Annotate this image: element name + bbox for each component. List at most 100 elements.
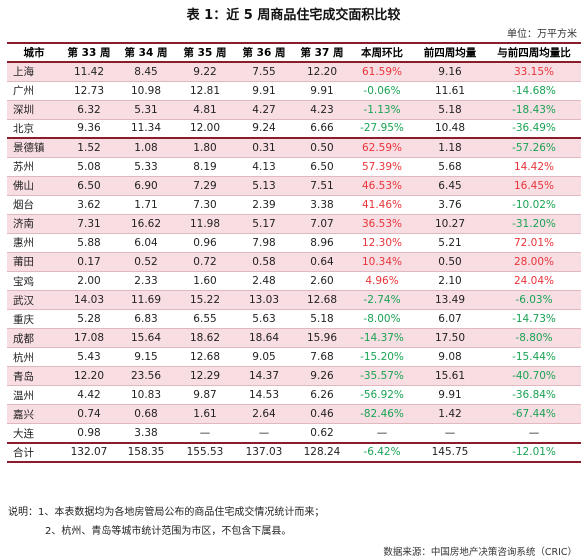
value-cell: 7.31 bbox=[61, 214, 117, 234]
value-cell: 6.50 bbox=[293, 157, 351, 177]
value-cell: 9.26 bbox=[293, 366, 351, 387]
value-cell: 13.49 bbox=[413, 290, 487, 311]
value-cell: 9.22 bbox=[175, 62, 235, 82]
header-row: 城市 第 33 周 第 34 周 第 35 周 第 36 周 第 37 周 本周… bbox=[7, 42, 581, 63]
notes: 说明：1、本表数据均为各地房管局公布的商品住宅成交情况统计而来； 2、杭州、青岛… bbox=[8, 503, 324, 541]
mom-cell: -2.74% bbox=[351, 290, 413, 311]
value-cell: 9.91 bbox=[235, 81, 293, 101]
value-cell: 12.20 bbox=[293, 62, 351, 82]
value-cell: 2.48 bbox=[235, 271, 293, 292]
city-cell: 宝鸡 bbox=[7, 271, 61, 292]
mom-cell: -1.13% bbox=[351, 100, 413, 120]
mom-cell: -15.20% bbox=[351, 347, 413, 368]
value-cell: 18.62 bbox=[175, 328, 235, 349]
mom-cell: 46.53% bbox=[351, 176, 413, 196]
mom-cell: 4.96% bbox=[351, 271, 413, 292]
value-cell: 7.55 bbox=[235, 62, 293, 82]
value-cell: 4.27 bbox=[235, 100, 293, 120]
table-row: 北京 9.36 11.34 12.00 9.24 6.66 -27.95% 10.48 -36.… bbox=[7, 119, 581, 139]
value-cell: 15.96 bbox=[293, 328, 351, 349]
value-cell: 3.38 bbox=[117, 423, 175, 444]
value-cell: 17.50 bbox=[413, 328, 487, 349]
value-cell: 12.73 bbox=[61, 81, 117, 101]
value-cell: 16.62 bbox=[117, 214, 175, 234]
value-cell: 8.45 bbox=[117, 62, 175, 82]
col-header: 第 36 周 bbox=[235, 42, 293, 63]
vs-avg-cell: 24.04% bbox=[487, 271, 581, 292]
value-cell: — bbox=[175, 423, 235, 444]
col-header: 第 33 周 bbox=[61, 42, 117, 63]
value-cell: 6.66 bbox=[293, 119, 351, 139]
vs-avg-cell: -36.84% bbox=[487, 385, 581, 406]
vs-avg-cell: -36.49% bbox=[487, 119, 581, 139]
value-cell: 23.56 bbox=[117, 366, 175, 387]
value-cell: 1.18 bbox=[413, 137, 487, 158]
vs-avg-cell: -12.01% bbox=[487, 441, 581, 463]
value-cell: 158.35 bbox=[117, 441, 175, 463]
value-cell: 5.08 bbox=[61, 157, 117, 177]
value-cell: 7.29 bbox=[175, 176, 235, 196]
value-cell: 4.13 bbox=[235, 157, 293, 177]
col-header: 与前四周均量比 bbox=[487, 42, 581, 63]
value-cell: 0.58 bbox=[235, 252, 293, 273]
value-cell: 7.98 bbox=[235, 233, 293, 253]
mom-cell: -14.37% bbox=[351, 328, 413, 349]
value-cell: 14.37 bbox=[235, 366, 293, 387]
value-cell: — bbox=[235, 423, 293, 444]
value-cell: 5.31 bbox=[117, 100, 175, 120]
value-cell: 12.68 bbox=[175, 347, 235, 368]
value-cell: 12.81 bbox=[175, 81, 235, 101]
value-cell: 11.61 bbox=[413, 81, 487, 101]
city-cell: 深圳 bbox=[7, 100, 61, 120]
value-cell: 10.27 bbox=[413, 214, 487, 234]
value-cell: 1.08 bbox=[117, 137, 175, 158]
col-header: 第 37 周 bbox=[293, 42, 351, 63]
value-cell: 12.68 bbox=[293, 290, 351, 311]
col-header: 前四周均量 bbox=[413, 42, 487, 63]
mom-cell: 36.53% bbox=[351, 214, 413, 234]
table-body: 上海 11.42 8.45 9.22 7.55 12.20 61.59% 9.16 33.15%… bbox=[7, 62, 581, 463]
table-row: 温州 4.42 10.83 9.87 14.53 6.26 -56.92% 9.91 -36.8… bbox=[7, 385, 581, 406]
table-row: 深圳 6.32 5.31 4.81 4.27 4.23 -1.13% 5.18 -18.43% bbox=[7, 100, 581, 120]
col-header: 第 34 周 bbox=[117, 42, 175, 63]
vs-avg-cell: 14.42% bbox=[487, 157, 581, 177]
value-cell: 1.80 bbox=[175, 137, 235, 158]
table-row: 嘉兴 0.74 0.68 1.61 2.64 0.46 -82.46% 1.42 -67.44% bbox=[7, 404, 581, 425]
mom-cell: 10.34% bbox=[351, 252, 413, 273]
data-table: 城市 第 33 周 第 34 周 第 35 周 第 36 周 第 37 周 本周… bbox=[7, 42, 581, 463]
value-cell: 2.00 bbox=[61, 271, 117, 292]
mom-cell: 62.59% bbox=[351, 137, 413, 158]
source-label: 数据来源：中国房地产决策咨询系统（CRIC） bbox=[383, 547, 577, 558]
value-cell: 5.18 bbox=[413, 100, 487, 120]
value-cell: 4.23 bbox=[293, 100, 351, 120]
city-cell: 烟台 bbox=[7, 195, 61, 215]
table-row: 杭州 5.43 9.15 12.68 9.05 7.68 -15.20% 9.08 -15.44… bbox=[7, 347, 581, 368]
city-cell: 成都 bbox=[7, 328, 61, 349]
value-cell: 11.98 bbox=[175, 214, 235, 234]
value-cell: 5.33 bbox=[117, 157, 175, 177]
mom-cell: -82.46% bbox=[351, 404, 413, 425]
note-2: 2、杭州、青岛等城市统计范围为市区，不包含下属县。 bbox=[45, 526, 292, 537]
value-cell: 5.88 bbox=[61, 233, 117, 253]
mom-cell: -27.95% bbox=[351, 119, 413, 139]
value-cell: 15.61 bbox=[413, 366, 487, 387]
table-row: 上海 11.42 8.45 9.22 7.55 12.20 61.59% 9.16 33.15% bbox=[7, 62, 581, 82]
value-cell: 7.51 bbox=[293, 176, 351, 196]
city-cell: 温州 bbox=[7, 385, 61, 406]
vs-avg-cell: 72.01% bbox=[487, 233, 581, 253]
table-row: 宝鸡 2.00 2.33 1.60 2.48 2.60 4.96% 2.10 24.04% bbox=[7, 271, 581, 292]
table-row: 济南 7.31 16.62 11.98 5.17 7.07 36.53% 10.27 -31.2… bbox=[7, 214, 581, 234]
vs-avg-cell: -18.43% bbox=[487, 100, 581, 120]
city-cell: 合计 bbox=[7, 441, 61, 463]
vs-avg-cell: -14.73% bbox=[487, 309, 581, 330]
value-cell: 17.08 bbox=[61, 328, 117, 349]
vs-avg-cell: -67.44% bbox=[487, 404, 581, 425]
table-row: 青岛 12.20 23.56 12.29 14.37 9.26 -35.57% 15.61 -4… bbox=[7, 366, 581, 387]
mom-cell: 61.59% bbox=[351, 62, 413, 82]
mom-cell: -6.42% bbox=[351, 441, 413, 463]
value-cell: 18.64 bbox=[235, 328, 293, 349]
mom-cell: -35.57% bbox=[351, 366, 413, 387]
city-cell: 武汉 bbox=[7, 290, 61, 311]
value-cell: 9.91 bbox=[413, 385, 487, 406]
city-cell: 青岛 bbox=[7, 366, 61, 387]
